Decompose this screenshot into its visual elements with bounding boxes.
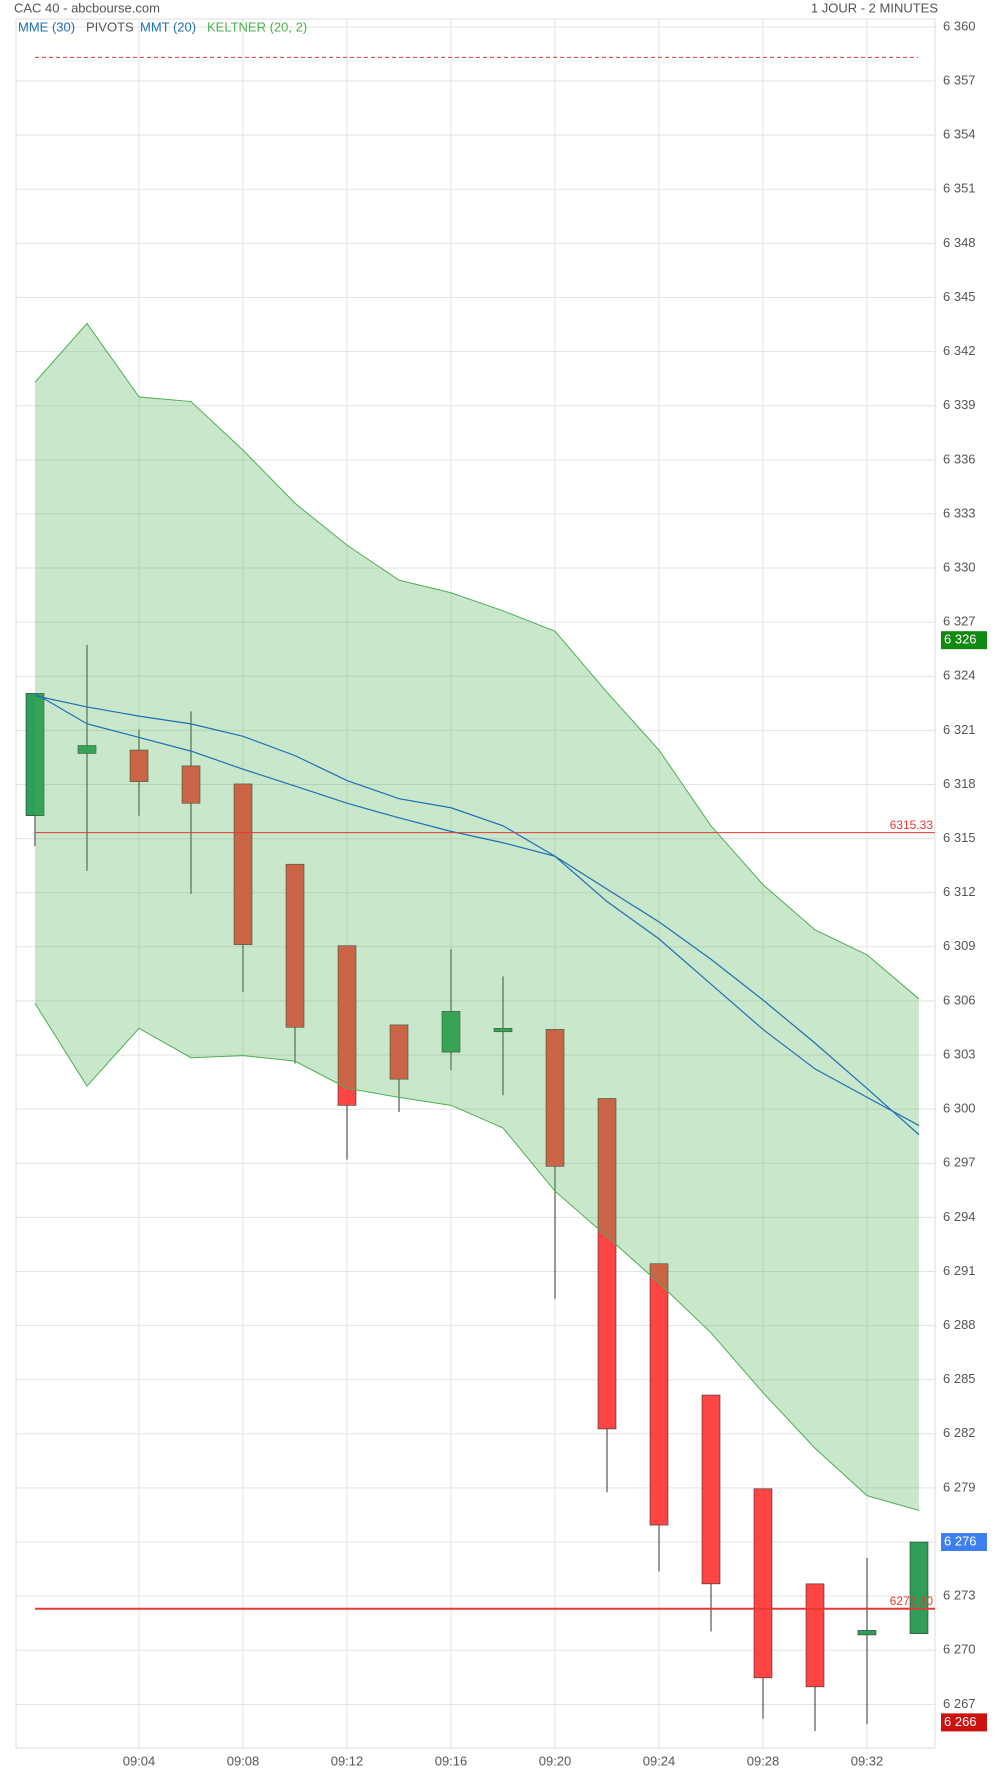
y-tick-label: 6 285: [943, 1371, 976, 1386]
candle-body: [857, 1630, 877, 1636]
moving-average: [34, 695, 920, 1136]
y-tick-label: 6 354: [943, 127, 976, 142]
candle-body: [805, 1583, 825, 1688]
candle-body: [181, 765, 201, 804]
pivot-label: 6272.30: [890, 1594, 934, 1608]
candle-body: [129, 749, 149, 782]
legend-entry: MMT (20): [140, 19, 196, 34]
y-tick-label: 6 279: [943, 1479, 976, 1494]
y-tick-label: 6 270: [943, 1642, 976, 1657]
y-tick-label: 6 291: [943, 1263, 976, 1278]
y-tick-label: 6 342: [943, 343, 976, 358]
candle-body: [337, 945, 357, 1106]
y-tick-label: 6 324: [943, 668, 976, 683]
y-tick-label: 6 321: [943, 722, 976, 737]
candle-body: [753, 1488, 773, 1679]
price-marker: [941, 1533, 987, 1552]
keltner-upper: [34, 322, 920, 1000]
candle-body: [649, 1263, 669, 1526]
legend-entry: KELTNER (20, 2): [207, 19, 307, 34]
y-tick-label: 6 357: [943, 72, 976, 87]
y-tick-label: 6 282: [943, 1425, 976, 1440]
legend-entry: PIVOTS: [86, 19, 134, 34]
y-tick-label: 6 336: [943, 451, 976, 466]
y-tick-label: 6 297: [943, 1155, 976, 1170]
y-tick-label: 6 267: [943, 1696, 976, 1711]
x-tick-label: 09:32: [851, 1753, 884, 1768]
x-tick-label: 09:04: [123, 1753, 156, 1768]
y-tick-label: 6 348: [943, 235, 976, 250]
y-tick-label: 6 351: [943, 181, 976, 196]
price-marker-label: 6 276: [944, 1533, 977, 1548]
y-tick-label: 6 330: [943, 559, 976, 574]
candle-body: [909, 1541, 929, 1634]
keltner-band: [35, 323, 919, 1511]
plot-border: [15, 18, 936, 1749]
candle-body: [545, 1029, 565, 1167]
y-tick-label: 6 339: [943, 397, 976, 412]
x-tick-label: 09:16: [435, 1753, 468, 1768]
candle-body: [389, 1024, 409, 1080]
legend-entry: MME (30): [18, 19, 75, 34]
candle-body: [77, 745, 97, 754]
y-tick-label: 6 303: [943, 1046, 976, 1061]
candle-body: [441, 1011, 461, 1053]
x-tick-label: 09:28: [747, 1753, 780, 1768]
candle-body: [285, 863, 305, 1028]
y-tick-label: 6 327: [943, 614, 976, 629]
moving-average: [34, 692, 920, 1127]
y-tick-label: 6 306: [943, 992, 976, 1007]
y-tick-label: 6 360: [943, 18, 976, 33]
y-tick-label: 6 312: [943, 884, 976, 899]
price-marker-label: 6 326: [944, 632, 977, 647]
y-tick-label: 6 345: [943, 289, 976, 304]
x-tick-label: 09:12: [331, 1753, 364, 1768]
y-tick-label: 6 288: [943, 1317, 976, 1332]
x-tick-label: 09:20: [539, 1753, 572, 1768]
x-tick-label: 09:24: [643, 1753, 676, 1768]
candle-body: [233, 783, 253, 945]
price-marker: [941, 1713, 987, 1732]
x-tick-label: 09:08: [227, 1753, 260, 1768]
y-tick-label: 6 333: [943, 505, 976, 520]
keltner-lower: [34, 1003, 920, 1511]
candle-body: [597, 1098, 617, 1430]
y-tick-label: 6 318: [943, 776, 976, 791]
price-marker-label: 6 266: [944, 1714, 977, 1729]
chart-title: CAC 40 - abcbourse.com: [14, 0, 160, 15]
candle-body: [493, 1028, 513, 1033]
pivot-label: 6315.33: [890, 818, 934, 832]
y-tick-label: 6 273: [943, 1588, 976, 1603]
y-tick-label: 6 315: [943, 830, 976, 845]
price-marker: [941, 631, 987, 650]
chart-subtitle: 1 JOUR - 2 MINUTES: [811, 0, 938, 15]
y-tick-label: 6 309: [943, 938, 976, 953]
candle-body: [701, 1394, 721, 1585]
y-tick-label: 6 294: [943, 1209, 976, 1224]
y-tick-label: 6 300: [943, 1101, 976, 1116]
